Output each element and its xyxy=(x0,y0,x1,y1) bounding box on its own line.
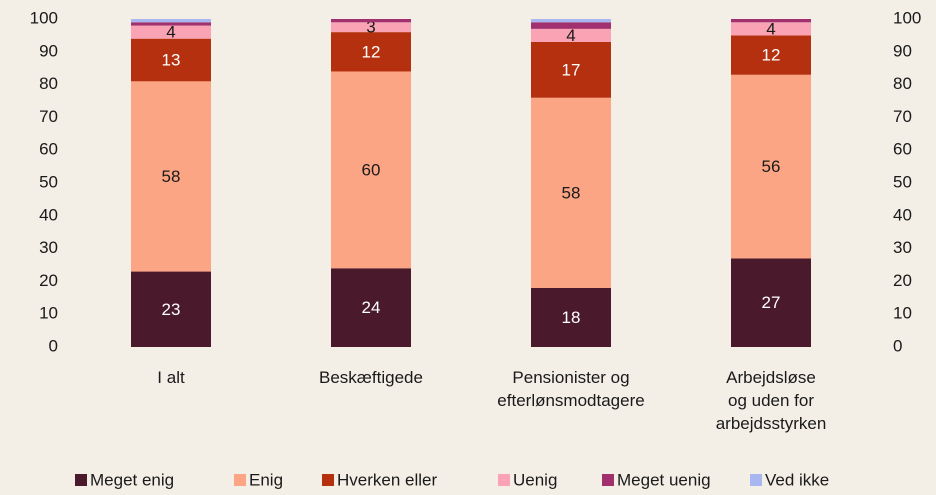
bar-segment xyxy=(731,74,811,259)
data-label: 27 xyxy=(762,293,781,312)
x-tick-label: Arbejdsløse og uden for arbejdsstyrken xyxy=(716,368,827,433)
y-tick-label: 0 xyxy=(49,336,58,355)
y2-tick-label: 60 xyxy=(893,140,912,159)
y2-tick-label: 40 xyxy=(893,205,912,224)
bar-segment xyxy=(531,287,611,347)
bar-segment xyxy=(131,22,211,26)
y2-tick-label: 100 xyxy=(893,8,921,27)
bar-segment xyxy=(331,71,411,269)
bar-segment xyxy=(331,32,411,72)
data-label: 13 xyxy=(162,50,181,69)
data-label: 58 xyxy=(162,167,181,186)
y2-tick-label: 90 xyxy=(893,41,912,60)
y-tick-label: 50 xyxy=(39,172,58,191)
y2-tick-label: 50 xyxy=(893,172,912,191)
y-tick-label: 20 xyxy=(39,271,58,290)
bar-segment xyxy=(531,97,611,288)
bar-segment xyxy=(731,35,811,75)
y-tick-label: 70 xyxy=(39,107,58,126)
legend-swatch xyxy=(750,474,762,486)
data-label: 12 xyxy=(362,42,381,61)
data-label: 4 xyxy=(766,19,775,38)
bar-segment xyxy=(731,22,811,36)
legend-swatch xyxy=(602,474,614,486)
legend-swatch xyxy=(75,474,87,486)
data-label: 58 xyxy=(562,183,581,202)
legend-label: Enig xyxy=(249,470,283,489)
y-tick-label: 90 xyxy=(39,41,58,60)
x-tick-label: Beskæftigede xyxy=(319,368,423,387)
data-label: 18 xyxy=(562,308,581,327)
legend-label: Uenig xyxy=(513,470,557,489)
y2-tick-label: 30 xyxy=(893,238,912,257)
data-label: 56 xyxy=(762,157,781,176)
y2-tick-label: 0 xyxy=(893,336,902,355)
legend-swatch xyxy=(322,474,334,486)
bar-segment xyxy=(131,38,211,82)
data-label: 12 xyxy=(762,46,781,65)
legend-swatch xyxy=(498,474,510,486)
x-tick-label: Pensionister og efterlønsmodtagere xyxy=(497,368,644,410)
legend-label: Ved ikke xyxy=(765,470,829,489)
y2-tick-label: 20 xyxy=(893,271,912,290)
y-tick-label: 80 xyxy=(39,74,58,93)
data-label: 17 xyxy=(562,60,581,79)
y-tick-label: 60 xyxy=(39,140,58,159)
data-label: 4 xyxy=(166,23,175,42)
data-label: 60 xyxy=(362,160,381,179)
y2-tick-label: 80 xyxy=(893,74,912,93)
data-label: 24 xyxy=(362,298,381,317)
bar-segment xyxy=(131,271,211,347)
legend-swatch xyxy=(234,474,246,486)
data-label: 23 xyxy=(162,300,181,319)
legend-label: Hverken eller xyxy=(337,470,437,489)
bar-segment xyxy=(331,19,411,23)
y2-tick-label: 10 xyxy=(893,304,912,323)
y-tick-label: 100 xyxy=(30,8,58,27)
bar-segment xyxy=(131,25,211,39)
data-label: 4 xyxy=(566,26,575,45)
bar-segment xyxy=(531,22,611,29)
y-tick-label: 30 xyxy=(39,238,58,257)
bar-segment xyxy=(331,268,411,347)
y2-tick-label: 70 xyxy=(893,107,912,126)
bar-segment xyxy=(531,19,611,23)
x-tick-label: I alt xyxy=(157,368,185,387)
bar-segment xyxy=(531,28,611,42)
data-label: 3 xyxy=(366,18,375,37)
y-tick-label: 40 xyxy=(39,205,58,224)
bar-segment xyxy=(731,258,811,347)
legend-label: Meget uenig xyxy=(617,470,711,489)
bar-segment xyxy=(331,22,411,33)
bar-segment xyxy=(131,19,211,23)
bar-segment xyxy=(131,81,211,272)
bar-segment xyxy=(731,19,811,23)
y-tick-label: 10 xyxy=(39,304,58,323)
legend-label: Meget enig xyxy=(90,470,174,489)
bar-segment xyxy=(531,41,611,98)
